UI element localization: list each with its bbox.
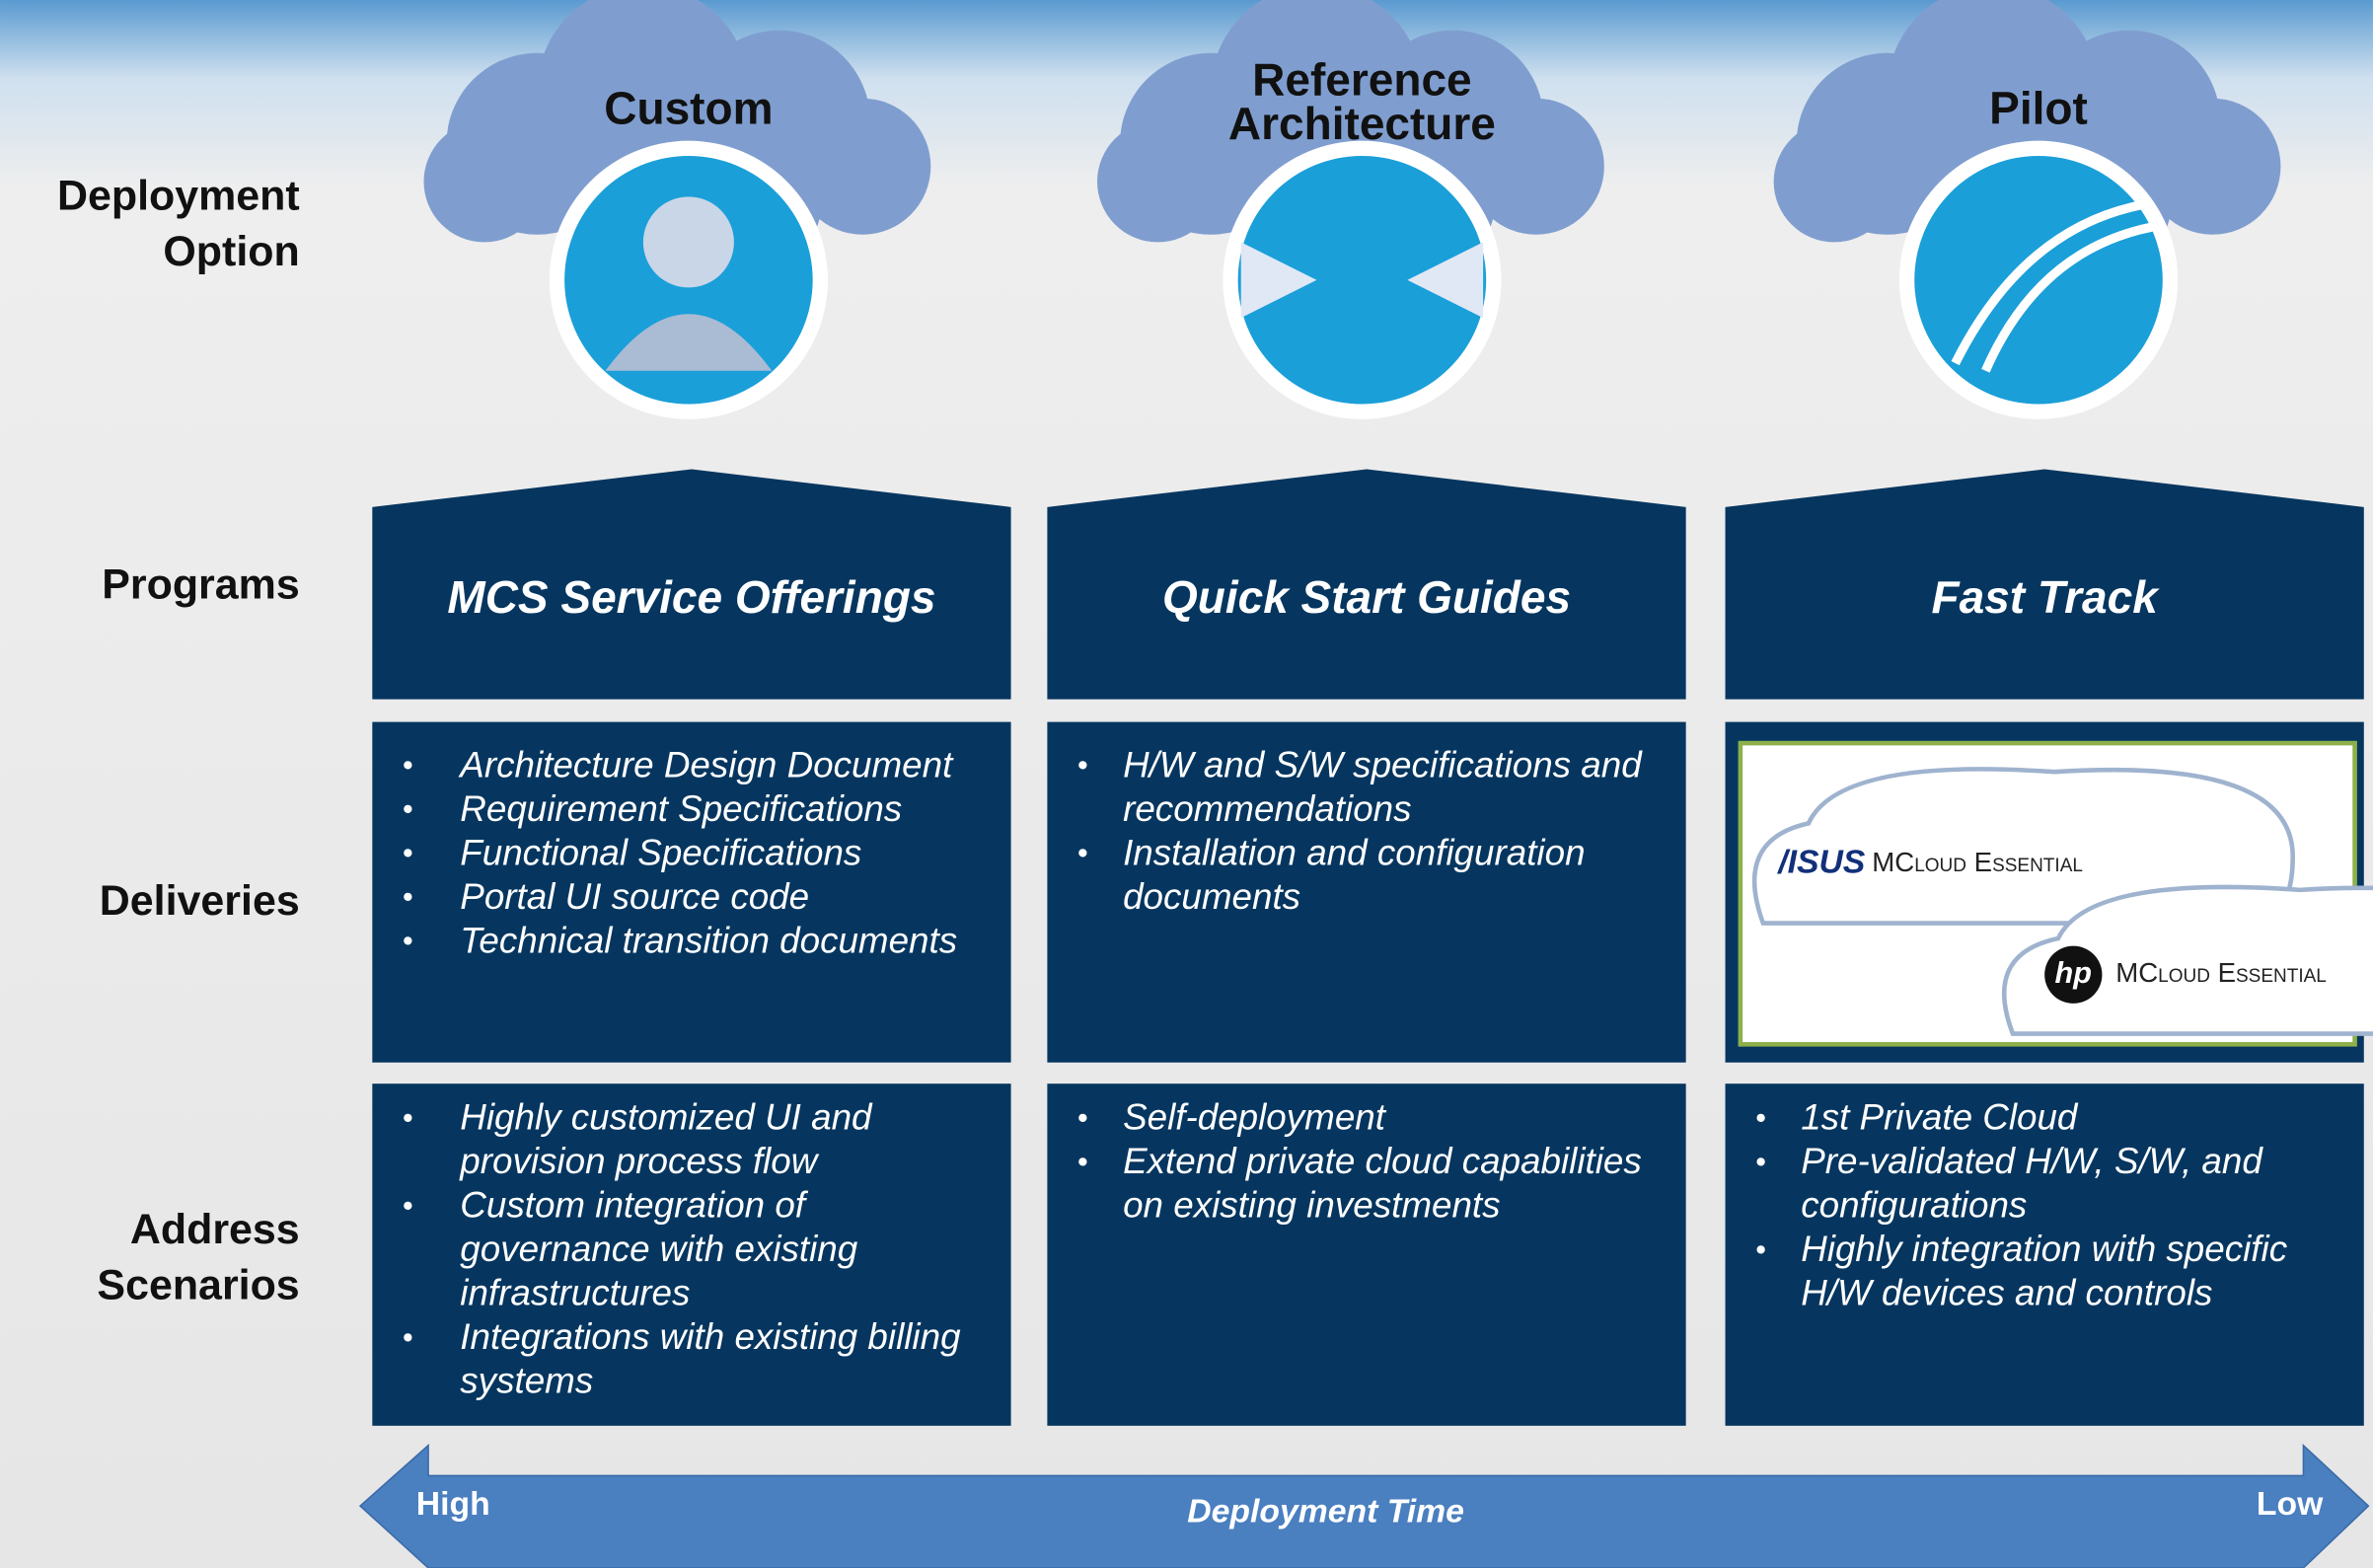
logo-cloud: [1751, 767, 2295, 926]
bullet-text: Custom integration of: [460, 1185, 809, 1226]
bullet: •: [403, 1189, 413, 1223]
arrow-right-label: Low: [2257, 1485, 2324, 1523]
bullet: •: [1755, 1146, 1766, 1179]
bullet-text: Architecture Design Document: [458, 744, 954, 784]
icon-body: [605, 314, 773, 371]
cloud: [1097, 120, 1219, 243]
bullet: •: [403, 925, 413, 958]
bullet-text: Pre-validated H/W, S/W, and: [1801, 1141, 2263, 1181]
program-title: MCS Service Offerings: [447, 571, 935, 623]
bullet: •: [403, 792, 413, 826]
bullet-text: Extend private cloud capabilities: [1123, 1141, 1642, 1181]
hp-logo: hp: [2055, 956, 2092, 990]
asus-product: MCloud Essential: [1872, 847, 2083, 877]
bullet: •: [403, 880, 413, 914]
cloud: [423, 120, 546, 243]
bullet-text: Functional Specifications: [460, 832, 861, 872]
bullet-text: Requirement Specifications: [460, 788, 902, 829]
cloud: [2144, 98, 2281, 235]
arrow-left-label: High: [416, 1485, 490, 1523]
deployment-arrow: [358, 1444, 2370, 1568]
icon-shape: [1240, 242, 1484, 319]
bullet-text: Installation and configuration: [1123, 832, 1585, 872]
row-label: Deliveries: [100, 877, 300, 925]
bullet: •: [1755, 1101, 1766, 1135]
bullet-text: infrastructures: [460, 1273, 690, 1313]
icon: [1914, 155, 2163, 405]
bullet-text: H/W devices and controls: [1801, 1273, 2212, 1313]
bullet-text: documents: [1123, 876, 1300, 917]
bullet: •: [1755, 1233, 1766, 1267]
bullet-text: Highly integration with specific: [1801, 1229, 2287, 1269]
icon-road: [1951, 199, 2153, 373]
program-box: [372, 469, 1011, 700]
row-label: Programs: [102, 560, 299, 608]
icon-head: [642, 196, 734, 288]
row-label: Scenarios: [97, 1262, 299, 1309]
option-title: Pilot: [1989, 83, 2088, 134]
bullet: •: [1077, 837, 1088, 870]
bullet-text: provision process flow: [459, 1141, 819, 1181]
bullet-text: Technical transition documents: [460, 920, 957, 960]
hp-badge: [2044, 945, 2103, 1004]
row-label: Address: [130, 1206, 300, 1253]
cloud: [1467, 98, 1604, 235]
bullet-text: Integrations with existing billing: [460, 1316, 961, 1357]
bullet-text: Highly customized UI and: [460, 1097, 873, 1138]
row-label: Option: [163, 228, 299, 275]
row-label: Deployment: [57, 172, 300, 219]
program-title: Fast Track: [1932, 571, 2161, 623]
bullet: •: [1077, 749, 1088, 783]
icon: [1237, 155, 1487, 405]
option-title: Architecture: [1228, 98, 1496, 149]
scenarios-box: [372, 1083, 1011, 1426]
arrow-center-label: Deployment Time: [1187, 1493, 1464, 1531]
logo-cloud: [2001, 884, 2373, 1036]
option-title: Reference: [1252, 54, 1471, 106]
bullet-text: governance with existing: [460, 1229, 857, 1269]
bullet-text: configurations: [1801, 1185, 2027, 1226]
bullet-text: Self-deployment: [1123, 1097, 1387, 1138]
program-box: [1047, 469, 1686, 700]
cloud: [794, 98, 931, 235]
deliveries-box: [1047, 721, 1686, 1063]
bullet: •: [403, 837, 413, 870]
program-title: Quick Start Guides: [1162, 571, 1571, 623]
asus-logo: /ISUS: [1776, 844, 1866, 881]
bullet-text: Portal UI source code: [460, 876, 809, 917]
program-box: [1725, 469, 2364, 700]
bullet: •: [1077, 1101, 1088, 1135]
scenarios-box: [1725, 1083, 2364, 1426]
bullet-text: recommendations: [1123, 788, 1411, 829]
cloud: [1773, 120, 1895, 243]
bullet-text: H/W and S/W specifications and: [1123, 744, 1643, 784]
bullet-text: systems: [460, 1361, 593, 1401]
bullet: •: [403, 1321, 413, 1355]
option-title: Custom: [604, 83, 773, 134]
bullet: •: [403, 749, 413, 783]
bullet-text: on existing investments: [1123, 1185, 1500, 1226]
scenarios-box: [1047, 1083, 1686, 1426]
bullet: •: [1077, 1146, 1088, 1179]
deliveries-box: [372, 721, 1011, 1063]
hp-product: MCloud Essential: [2115, 957, 2327, 988]
bullet-text: 1st Private Cloud: [1801, 1097, 2079, 1138]
bullet: •: [403, 1101, 413, 1135]
